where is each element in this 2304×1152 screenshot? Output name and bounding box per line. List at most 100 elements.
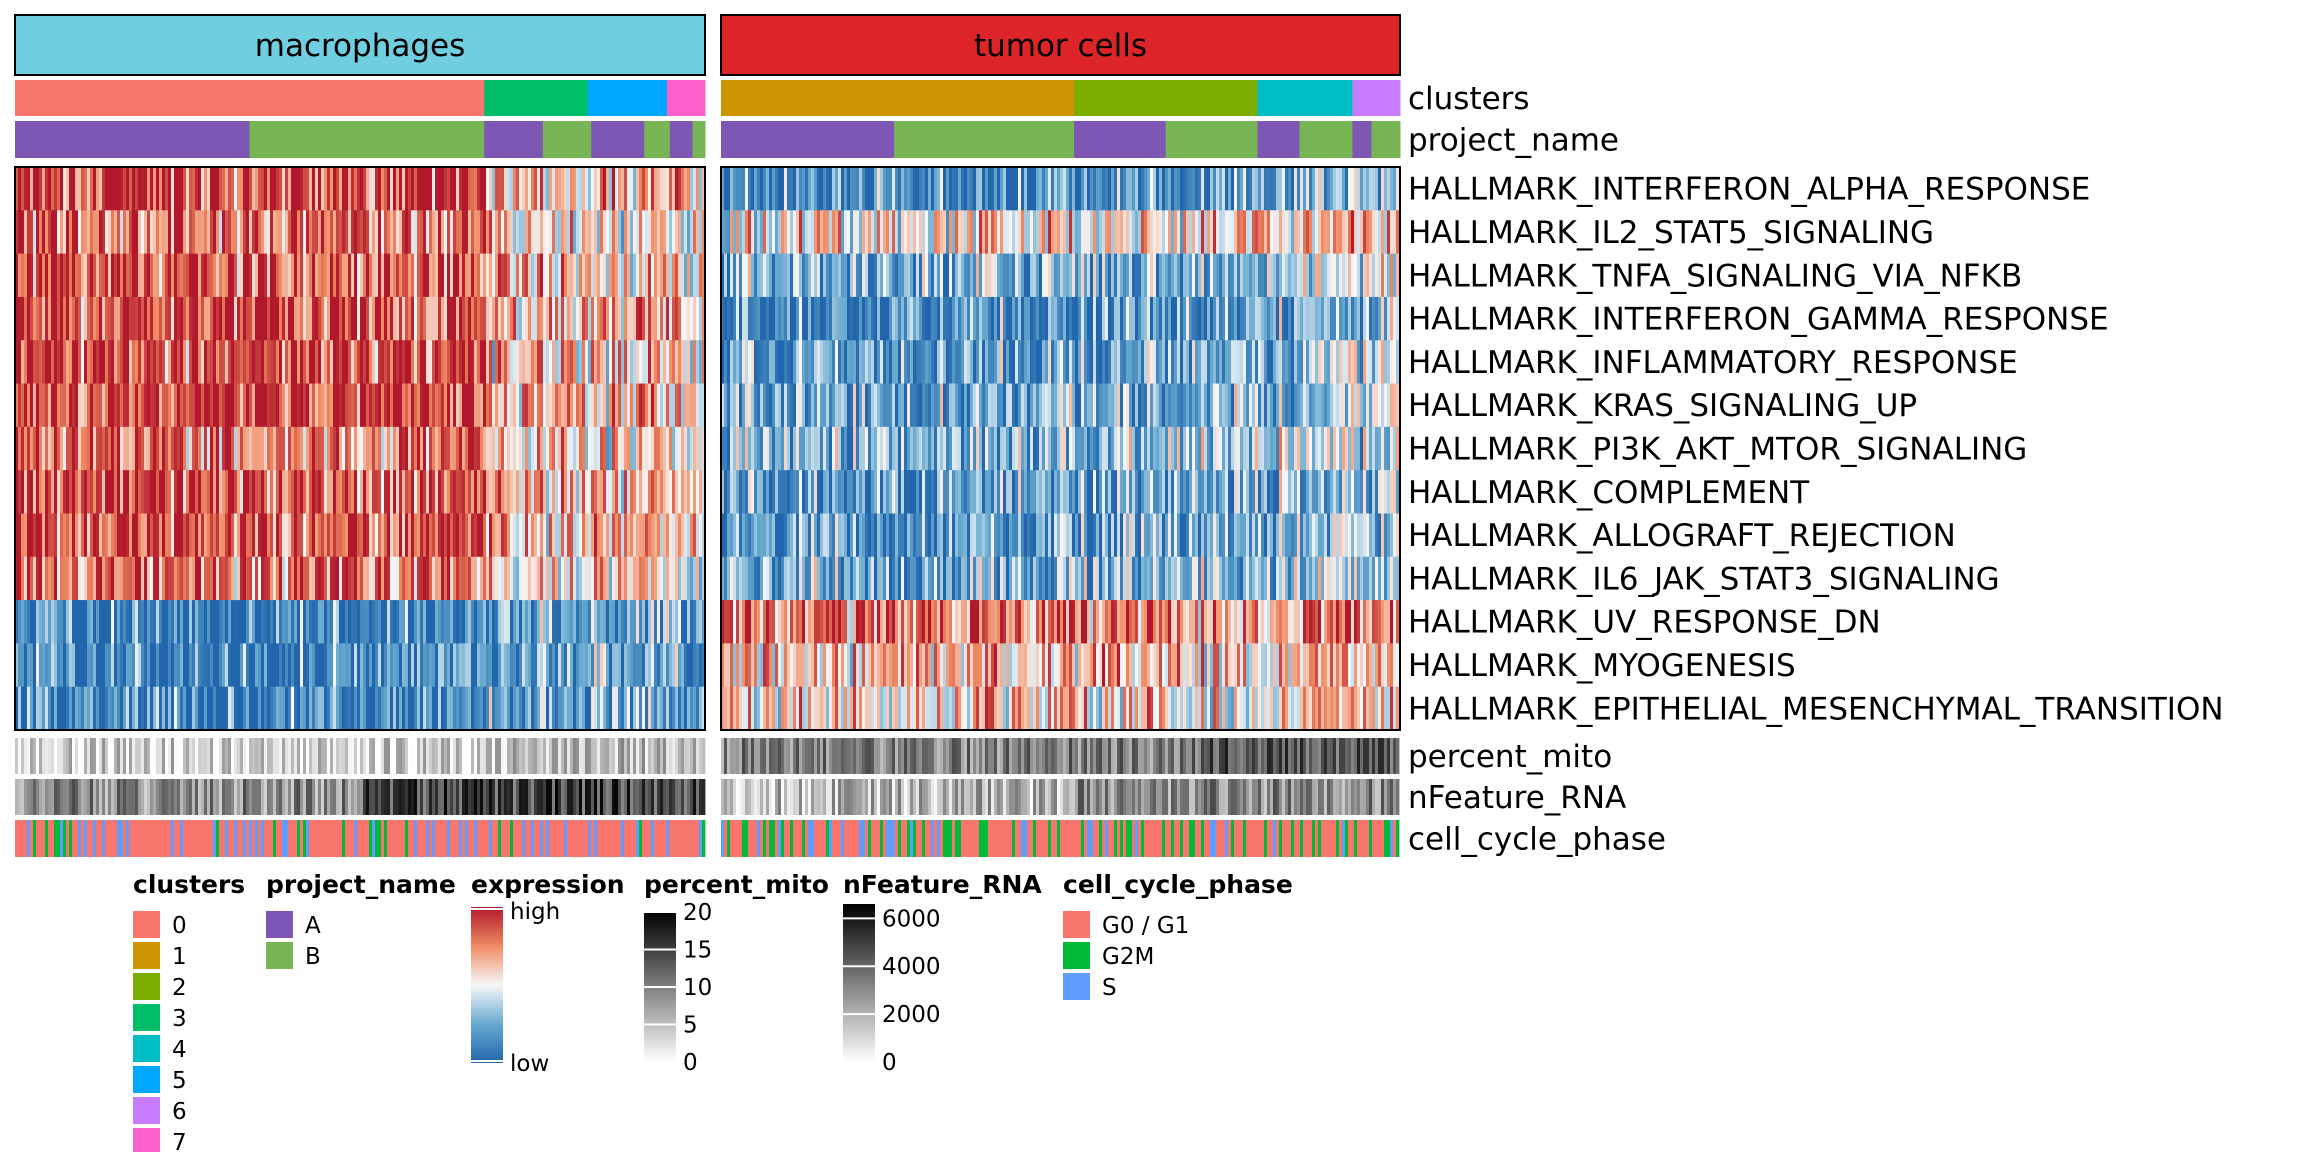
heatmap-cell [681, 296, 685, 341]
heatmap-cell [33, 686, 37, 731]
heatmap-cell [567, 643, 571, 688]
heatmap-cell [492, 253, 496, 298]
nfeature-cell [504, 779, 508, 815]
heatmap-cell [303, 513, 307, 558]
mito-cell [267, 738, 271, 774]
heatmap-cell [531, 296, 535, 341]
heatmap-cell [495, 167, 499, 211]
heatmap-cell [552, 167, 556, 211]
nfeature-cell [591, 779, 595, 815]
heatmap-cell [213, 513, 217, 558]
heatmap-cell [690, 210, 694, 255]
heatmap-cell [603, 383, 607, 428]
heatmap-cell [693, 253, 697, 298]
heatmap-cell [144, 426, 148, 471]
heatmap-cell [189, 296, 193, 341]
heatmap-cell [666, 556, 670, 601]
heatmap-cell [654, 600, 658, 644]
heatmap-cell [925, 383, 929, 428]
heatmap-cell [790, 600, 794, 644]
heatmap-cell [636, 383, 640, 428]
heatmap-cell [672, 383, 676, 428]
phase-cell [228, 820, 232, 857]
heatmap-cell [958, 513, 962, 558]
phase-cell [907, 820, 911, 857]
heatmap-cell [27, 686, 31, 731]
phase-cell [66, 820, 70, 857]
heatmap-cell [129, 470, 133, 514]
heatmap-cell [766, 167, 770, 211]
heatmap-cell [21, 600, 25, 644]
heatmap-cell [784, 167, 788, 211]
heatmap-cell [636, 643, 640, 688]
heatmap-cell [796, 253, 800, 298]
heatmap-cell [528, 210, 532, 255]
heatmap-cell [916, 383, 920, 428]
heatmap-cell [904, 686, 908, 731]
heatmap-cell [90, 253, 94, 298]
heatmap-cell [159, 253, 163, 298]
heatmap-cell [733, 643, 737, 688]
heatmap-cell [913, 686, 917, 731]
heatmap-cell [787, 383, 791, 428]
heatmap-cell [612, 296, 616, 341]
heatmap-cell [681, 340, 685, 384]
heatmap-cell [156, 340, 160, 384]
heatmap-cell [880, 167, 884, 211]
heatmap-cell [474, 210, 478, 255]
heatmap-cell [630, 210, 634, 255]
heatmap-cell [525, 210, 529, 255]
heatmap-cell [300, 686, 304, 731]
heatmap-cell [441, 296, 445, 341]
heatmap-cell [877, 167, 881, 211]
mito-cell [823, 738, 827, 774]
heatmap-cell [480, 296, 484, 341]
heatmap-cell [727, 253, 731, 298]
mito-cell [333, 738, 337, 774]
heatmap-cell [279, 253, 283, 298]
nfeature-cell [495, 779, 499, 815]
heatmap-cell [621, 470, 625, 514]
heatmap-cell [883, 426, 887, 471]
heatmap-cell [745, 210, 749, 255]
heatmap-cell [895, 383, 899, 428]
heatmap-cell [760, 340, 764, 384]
heatmap-cell [234, 383, 238, 428]
mito-cell [748, 738, 752, 774]
heatmap-cell [901, 513, 905, 558]
heatmap-cell [78, 686, 82, 731]
heatmap-cell [877, 600, 881, 644]
heatmap-cell [258, 210, 262, 255]
heatmap-cell [838, 513, 842, 558]
heatmap-cell [775, 513, 779, 558]
heatmap-cell [519, 296, 523, 341]
heatmap-cell [859, 513, 863, 558]
heatmap-cell [693, 513, 697, 558]
heatmap-cell [333, 556, 337, 601]
heatmap-cell [42, 600, 46, 644]
heatmap-cell [279, 600, 283, 644]
heatmap-cell [63, 686, 67, 731]
nfeature-cell [21, 779, 25, 815]
heatmap-cell [267, 383, 271, 428]
heatmap-cell [267, 600, 271, 644]
heatmap-cell [249, 556, 253, 601]
heatmap-cell [30, 643, 34, 688]
heatmap-cell [874, 470, 878, 514]
heatmap-cell [898, 600, 902, 644]
heatmap-cell [360, 470, 364, 514]
mito-cell [540, 738, 544, 774]
heatmap-cell [820, 253, 824, 298]
nfeature-cell [243, 779, 247, 815]
phase-cell [567, 820, 571, 857]
heatmap-cell [814, 210, 818, 255]
heatmap-cell [132, 253, 136, 298]
heatmap-cell [327, 470, 331, 514]
heatmap-cell [793, 643, 797, 688]
heatmap-cell [216, 340, 220, 384]
heatmap-cell [432, 426, 436, 471]
heatmap-cell [841, 556, 845, 601]
heatmap-cell [603, 167, 607, 211]
heatmap-cell [895, 513, 899, 558]
heatmap-cell [192, 253, 196, 298]
